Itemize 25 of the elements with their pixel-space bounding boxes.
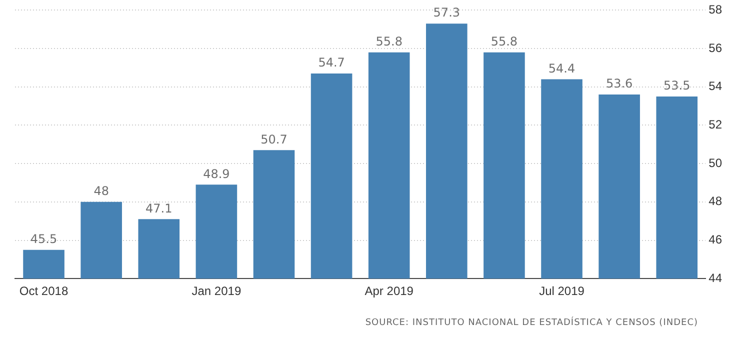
y-tick-label: 48 (708, 194, 722, 208)
data-label: 47.1 (146, 201, 172, 216)
y-tick-label: 54 (708, 79, 722, 94)
x-tick-label: Jan 2019 (192, 284, 242, 298)
x-tick-label: Oct 2018 (19, 284, 68, 298)
data-label: 55.8 (376, 34, 402, 48)
y-tick-label: 56 (708, 40, 722, 55)
source-note: SOURCE: INSTITUTO NACIONAL DE ESTADÍSTICA Y CENSOS (INDEC) (365, 318, 698, 328)
data-label: 57.3 (433, 6, 460, 20)
data-label: 55.8 (490, 34, 518, 48)
data-label: 45.5 (30, 232, 58, 246)
data-label: 48 (94, 184, 109, 198)
data-label: 48.9 (203, 166, 230, 181)
x-tick-label: Jul 2019 (539, 284, 585, 298)
y-tick-label: 58 (708, 2, 722, 17)
x-tick-label: Apr 2019 (364, 284, 414, 298)
y-tick-label: 46 (708, 232, 722, 247)
data-label: 54.7 (318, 56, 345, 70)
data-label: 53.5 (664, 78, 690, 93)
data-label: 54.4 (548, 61, 576, 76)
data-label: 53.6 (606, 76, 633, 91)
y-tick-label: 52 (708, 118, 722, 132)
y-tick-label: 50 (708, 156, 722, 170)
data-label: 50.7 (260, 132, 288, 146)
y-tick-label: 44 (708, 270, 722, 285)
